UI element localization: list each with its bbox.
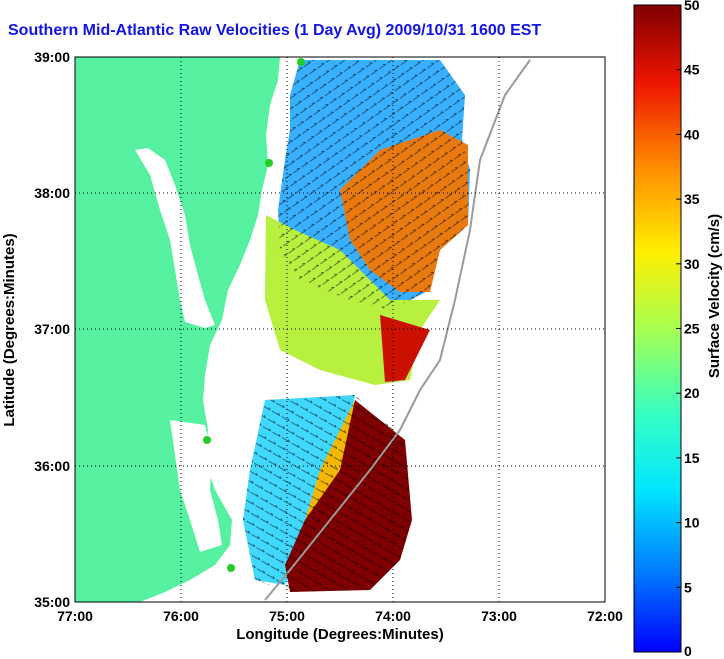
velocity-arrows-north bbox=[278, 60, 470, 310]
y-tick: 39:00 bbox=[34, 49, 70, 65]
colorbar-ticks bbox=[676, 4, 681, 588]
shelf-contour bbox=[264, 59, 531, 601]
colorbar-tick: 15 bbox=[684, 450, 700, 466]
colorbar-tick: 40 bbox=[684, 126, 700, 142]
y-tick: 36:00 bbox=[34, 458, 70, 474]
x-tick: 72:00 bbox=[587, 608, 623, 624]
colorbar-tick: 0 bbox=[684, 643, 692, 659]
x-tick: 75:00 bbox=[269, 608, 305, 624]
station-marker bbox=[297, 58, 305, 66]
colorbar-tick: 45 bbox=[684, 62, 700, 78]
sound-water bbox=[170, 420, 222, 552]
velocity-arrows-south bbox=[243, 395, 412, 592]
station-marker bbox=[203, 436, 211, 444]
colorbar-tick: 30 bbox=[684, 256, 700, 272]
colorbar bbox=[633, 4, 682, 653]
x-axis-label: Longitude (Degrees:Minutes) bbox=[236, 626, 444, 643]
colorbar-tick: 20 bbox=[684, 385, 700, 401]
y-axis-label: Latitude (Degrees:Minutes) bbox=[1, 233, 18, 426]
x-tick: 74:00 bbox=[375, 608, 411, 624]
colorbar-tick: 10 bbox=[684, 515, 700, 531]
y-tick: 37:00 bbox=[34, 321, 70, 337]
y-tick: 35:00 bbox=[34, 594, 70, 610]
x-tick: 77:00 bbox=[57, 608, 93, 624]
map-title: Southern Mid-Atlantic Raw Velocities (1 … bbox=[8, 22, 542, 39]
x-tick: 76:00 bbox=[163, 608, 199, 624]
colorbar-tick: 35 bbox=[684, 191, 700, 207]
colorbar-tick: 25 bbox=[684, 321, 700, 337]
colorbar-tick: 50 bbox=[684, 0, 700, 13]
station-marker bbox=[227, 564, 235, 572]
map-grid bbox=[75, 57, 605, 602]
y-tick: 38:00 bbox=[34, 185, 70, 201]
colorbar-label: Surface Velocity (cm/s) bbox=[706, 214, 723, 378]
colorbar-tick: 5 bbox=[684, 579, 692, 595]
station-marker bbox=[265, 159, 273, 167]
land-mass bbox=[75, 57, 280, 602]
bay-water bbox=[135, 148, 215, 328]
x-tick: 73:00 bbox=[481, 608, 517, 624]
